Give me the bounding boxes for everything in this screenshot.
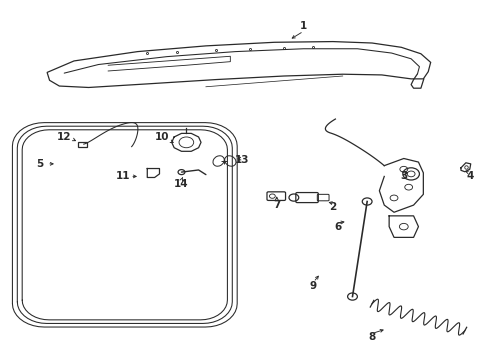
Text: 4: 4 (466, 171, 473, 181)
Text: 7: 7 (273, 200, 280, 210)
Text: 6: 6 (334, 222, 342, 231)
Text: 3: 3 (400, 171, 407, 181)
Text: 13: 13 (235, 155, 250, 165)
Text: 10: 10 (155, 132, 169, 142)
Text: 2: 2 (329, 202, 337, 212)
Bar (78, 142, 87, 147)
Text: 14: 14 (174, 179, 189, 189)
Text: 1: 1 (300, 21, 307, 31)
Text: 9: 9 (310, 281, 317, 291)
Text: 12: 12 (57, 132, 72, 142)
Text: 5: 5 (36, 159, 44, 169)
Text: 8: 8 (368, 332, 376, 342)
Text: 11: 11 (116, 171, 130, 181)
